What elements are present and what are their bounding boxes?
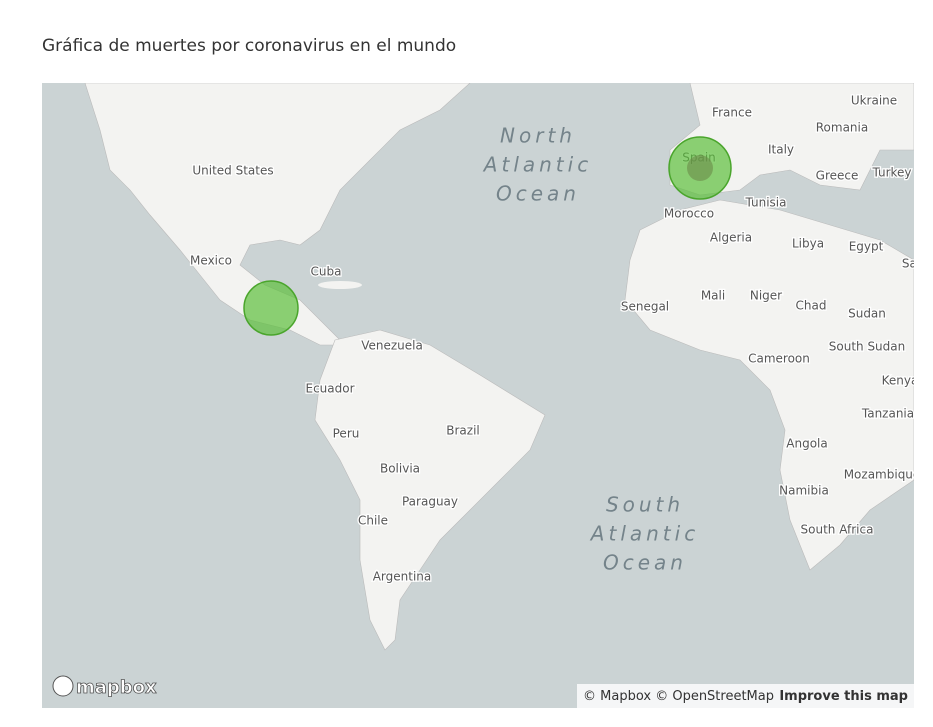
bubble-marker-inner[interactable] (687, 155, 713, 181)
land-south-america (314, 329, 546, 651)
place-label: France (712, 106, 752, 120)
place-label: Bolivia (380, 462, 420, 476)
land-cuba (318, 281, 362, 289)
ocean-label: South (606, 493, 684, 517)
logo: mapbox (76, 677, 157, 698)
place-label: Paraguay (402, 495, 458, 509)
place-label: Chad (796, 299, 827, 313)
place-label: Egypt (849, 240, 884, 254)
place-label: South Sudan (829, 340, 906, 354)
place-label: Cameroon (748, 352, 810, 366)
place-label: Tunisia (745, 196, 787, 210)
place-label: Mexico (190, 254, 232, 268)
place-label: Tanzania (861, 407, 914, 421)
place-label: Libya (792, 237, 824, 251)
place-label: Peru (333, 427, 360, 441)
page-title: Gráfica de muertes por coronavirus en el… (42, 36, 457, 56)
place-label: Italy (768, 143, 794, 157)
ocean-label: Ocean (496, 182, 580, 206)
ocean-label: Atlantic (482, 153, 592, 177)
improve-link[interactable]: Improve this map (779, 689, 908, 704)
ocean-label: Ocean (603, 551, 687, 575)
place-label: South Africa (801, 523, 874, 537)
place-label: United States (192, 164, 273, 178)
attribution-box (577, 684, 914, 708)
place-label: Namibia (779, 484, 829, 498)
land-north-america (84, 83, 471, 346)
logo-icon (52, 675, 74, 697)
bubble-marker[interactable] (243, 280, 299, 336)
place-label: Kenya (882, 374, 914, 388)
place-label: Saudi Arabia (902, 257, 914, 271)
attribution[interactable]: © Mapbox © OpenStreetMap (583, 689, 774, 704)
place-label: Ukraine (851, 94, 897, 108)
place-label: Niger (750, 289, 782, 303)
place-label: Morocco (664, 207, 714, 221)
place-label: Sudan (848, 307, 886, 321)
place-label: Chile (358, 514, 388, 528)
place-label: Angola (786, 437, 827, 451)
place-label: Romania (816, 121, 868, 135)
place-label: Brazil (446, 424, 480, 438)
place-label: Ecuador (305, 382, 354, 396)
place-label: Cuba (311, 265, 342, 279)
map-base: United States Mexico Cuba Venezuela Ecuador P… (42, 83, 914, 708)
place-label: Turkey (871, 166, 911, 180)
ocean-label: North (500, 124, 576, 148)
ocean-label: Atlantic (589, 522, 699, 546)
place-label: Argentina (373, 570, 432, 584)
land-africa (624, 199, 914, 571)
map[interactable]: United States Mexico Cuba Venezuela Ecuador P… (42, 83, 914, 708)
place-label: Algeria (710, 231, 752, 245)
place-label: Greece (816, 169, 859, 183)
place-label: Mozambique (844, 468, 914, 482)
place-label: Senegal (621, 300, 669, 314)
place-label: Venezuela (361, 339, 423, 353)
place-label: Mali (701, 289, 725, 303)
